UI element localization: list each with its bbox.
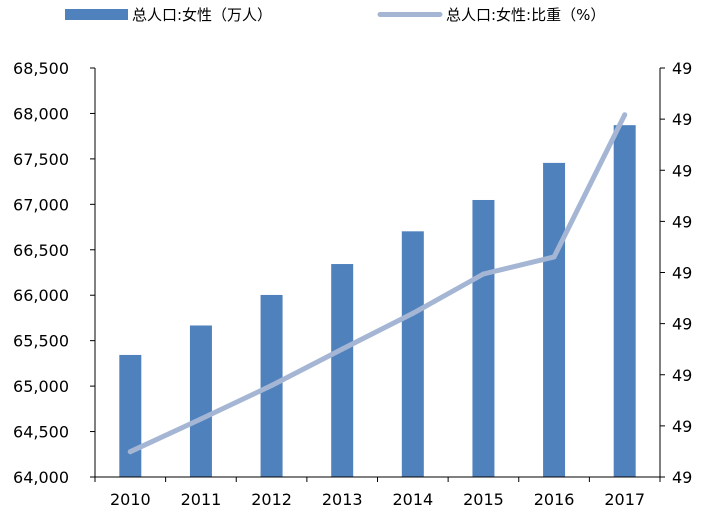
left-tick-label: 67,500 [13, 150, 69, 169]
bar-2011 [189, 325, 212, 477]
x-tick-label: 2013 [322, 490, 363, 509]
left-tick-label: 67,000 [13, 195, 69, 214]
x-tick-label: 2012 [251, 490, 292, 509]
right-tick-label: 49 [672, 59, 692, 78]
x-tick-label: 2010 [110, 490, 151, 509]
x-tick-label: 2017 [604, 490, 645, 509]
bar-series [119, 125, 636, 477]
line-point-2016 [551, 254, 557, 260]
x-tick-label: 2016 [534, 490, 575, 509]
bar-2014 [401, 231, 424, 477]
left-tick-label: 66,000 [13, 286, 69, 305]
right-tick-label: 49 [672, 315, 692, 334]
legend-bar-label: 总人口:女性（万人） [132, 6, 272, 24]
line-point-2013 [339, 346, 345, 352]
left-tick-label: 64,500 [13, 423, 69, 442]
legend: 总人口:女性（万人） 总人口:女性:比重（%） [65, 6, 605, 24]
line-point-2012 [269, 383, 275, 389]
bar-2013 [331, 264, 354, 477]
bar-2010 [119, 354, 142, 477]
line-point-2017 [622, 112, 628, 118]
bar-2017 [613, 125, 636, 477]
right-tick-label: 49 [672, 212, 692, 231]
left-tick-label: 68,000 [13, 104, 69, 123]
left-tick-label: 65,000 [13, 377, 69, 396]
left-tick-label: 66,500 [13, 241, 69, 260]
x-axis-ticks: 2010 2011 2012 2013 2014 2015 2016 2017 [94, 477, 661, 509]
right-tick-label: 49 [672, 417, 692, 436]
line-series [127, 112, 628, 455]
legend-bar-swatch [65, 9, 128, 20]
right-tick-label: 49 [672, 161, 692, 180]
bar-2015 [472, 199, 495, 477]
right-tick-label: 49 [672, 264, 692, 283]
bar-2016 [543, 162, 566, 477]
right-tick-label: 49 [672, 468, 692, 487]
left-tick-label: 64,000 [13, 468, 69, 487]
legend-line-label: 总人口:女性:比重（%） [446, 6, 605, 24]
x-tick-label: 2014 [392, 490, 433, 509]
right-tick-label: 49 [672, 110, 692, 129]
left-axis-ticks: 64,000 64,500 65,000 65,500 66,000 66,500 67,0… [13, 59, 95, 487]
x-tick-label: 2011 [181, 490, 222, 509]
right-axis-ticks: 49 49 49 49 49 49 49 49 49 [660, 59, 692, 487]
right-tick-label: 49 [672, 366, 692, 385]
line-point-2011 [198, 416, 204, 422]
line-point-2010 [127, 449, 133, 455]
line-point-2015 [480, 271, 486, 277]
left-tick-label: 65,500 [13, 332, 69, 351]
x-tick-label: 2015 [463, 490, 504, 509]
line-point-2014 [410, 310, 416, 316]
axes [94, 68, 661, 478]
line-path [127, 112, 628, 455]
left-tick-label: 68,500 [13, 59, 69, 78]
